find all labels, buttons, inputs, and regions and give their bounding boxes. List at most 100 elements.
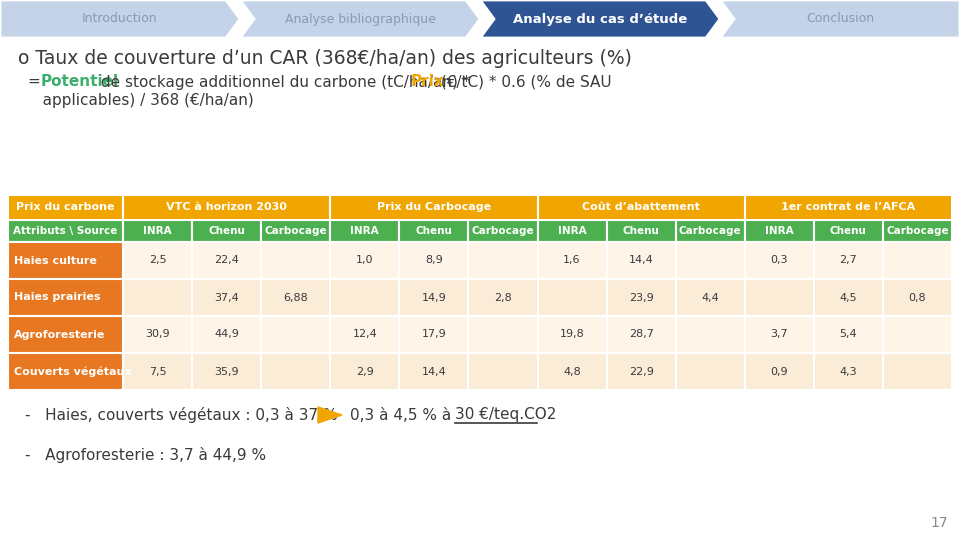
Bar	[261, 353, 330, 390]
Text: 4,5: 4,5	[840, 293, 857, 302]
Text: Chenu: Chenu	[416, 226, 452, 236]
Bar	[468, 220, 538, 242]
Text: 2,5: 2,5	[149, 255, 166, 266]
Bar	[399, 316, 468, 353]
Text: 17,9: 17,9	[421, 329, 446, 340]
Bar	[8, 316, 123, 353]
Bar	[468, 279, 538, 316]
Text: 17: 17	[930, 516, 948, 530]
Text: INRA: INRA	[558, 226, 587, 236]
Text: =: =	[28, 75, 46, 90]
Bar	[330, 242, 399, 279]
Bar	[676, 279, 745, 316]
Text: 7,5: 7,5	[149, 367, 166, 376]
Bar	[607, 279, 676, 316]
Text: 22,9: 22,9	[629, 367, 654, 376]
Text: -   Haies, couverts végétaux : 0,3 à 37 %: - Haies, couverts végétaux : 0,3 à 37 %	[25, 407, 338, 423]
Bar	[607, 220, 676, 242]
Text: 37,4: 37,4	[214, 293, 239, 302]
Text: Attributs \ Source: Attributs \ Source	[13, 226, 118, 236]
Bar	[399, 242, 468, 279]
Bar	[8, 220, 123, 242]
Text: 1,6: 1,6	[564, 255, 581, 266]
Bar	[538, 242, 607, 279]
Bar	[538, 220, 607, 242]
Text: 28,7: 28,7	[629, 329, 654, 340]
Bar	[538, 195, 745, 220]
Bar	[192, 220, 261, 242]
Text: Coût d’abattement: Coût d’abattement	[582, 202, 700, 213]
Text: 14,4: 14,4	[421, 367, 446, 376]
Bar	[538, 316, 607, 353]
Text: Haies culture: Haies culture	[14, 255, 97, 266]
Bar	[607, 353, 676, 390]
Bar	[468, 316, 538, 353]
Text: 30 €/teq.CO2: 30 €/teq.CO2	[455, 408, 557, 422]
Bar	[745, 316, 814, 353]
Text: Carbocage: Carbocage	[264, 226, 327, 236]
Text: Prix du carbone: Prix du carbone	[16, 202, 115, 213]
Bar	[8, 195, 123, 220]
Text: (€/tC) * 0.6 (% de SAU: (€/tC) * 0.6 (% de SAU	[436, 75, 612, 90]
Text: 2,8: 2,8	[494, 293, 512, 302]
Text: Conclusion: Conclusion	[806, 12, 874, 25]
Text: 2,7: 2,7	[839, 255, 857, 266]
Bar	[192, 242, 261, 279]
Polygon shape	[318, 407, 342, 423]
Bar	[123, 353, 192, 390]
Bar	[261, 279, 330, 316]
Text: 1er contrat de l’AFCA: 1er contrat de l’AFCA	[781, 202, 916, 213]
Bar	[814, 279, 883, 316]
Text: 4,4: 4,4	[702, 293, 719, 302]
Text: 23,9: 23,9	[629, 293, 654, 302]
Bar	[330, 195, 538, 220]
Text: 3,7: 3,7	[771, 329, 788, 340]
Text: VTC à horizon 2030: VTC à horizon 2030	[166, 202, 287, 213]
Bar	[468, 353, 538, 390]
Bar	[330, 316, 399, 353]
Bar	[123, 316, 192, 353]
Bar	[883, 242, 952, 279]
Text: 14,9: 14,9	[421, 293, 446, 302]
Text: Introduction: Introduction	[83, 12, 157, 25]
Polygon shape	[720, 0, 960, 38]
Bar	[538, 353, 607, 390]
Text: INRA: INRA	[765, 226, 794, 236]
Text: de stockage additionnel du carbone (tC/ha/an) *: de stockage additionnel du carbone (tC/h…	[96, 75, 475, 90]
Bar	[814, 316, 883, 353]
Bar	[123, 195, 330, 220]
Text: 30,9: 30,9	[145, 329, 170, 340]
Text: 14,4: 14,4	[629, 255, 654, 266]
Bar	[745, 242, 814, 279]
Bar	[676, 353, 745, 390]
Text: Analyse du cas d’étude: Analyse du cas d’étude	[513, 12, 687, 25]
Bar	[8, 353, 123, 390]
Text: Agroforesterie: Agroforesterie	[14, 329, 106, 340]
Bar	[883, 279, 952, 316]
Bar	[538, 279, 607, 316]
Bar	[8, 279, 123, 316]
Text: Chenu: Chenu	[208, 226, 245, 236]
Text: 5,4: 5,4	[840, 329, 857, 340]
Bar	[883, 220, 952, 242]
Text: Chenu: Chenu	[623, 226, 660, 236]
Text: Prix: Prix	[411, 75, 444, 90]
Bar	[8, 242, 123, 279]
Text: 12,4: 12,4	[352, 329, 377, 340]
Bar	[883, 353, 952, 390]
Bar	[676, 242, 745, 279]
Bar	[468, 242, 538, 279]
Bar	[330, 220, 399, 242]
Bar	[261, 242, 330, 279]
Bar	[123, 220, 192, 242]
Bar	[123, 279, 192, 316]
Text: 0,9: 0,9	[771, 367, 788, 376]
Text: Carbocage: Carbocage	[886, 226, 948, 236]
Text: Prix du Carbocage: Prix du Carbocage	[377, 202, 491, 213]
Bar	[399, 220, 468, 242]
Text: 19,8: 19,8	[560, 329, 585, 340]
Bar	[676, 220, 745, 242]
Text: 0,3: 0,3	[771, 255, 788, 266]
Text: 2,9: 2,9	[356, 367, 373, 376]
Text: Couverts végétaux: Couverts végétaux	[14, 366, 132, 377]
